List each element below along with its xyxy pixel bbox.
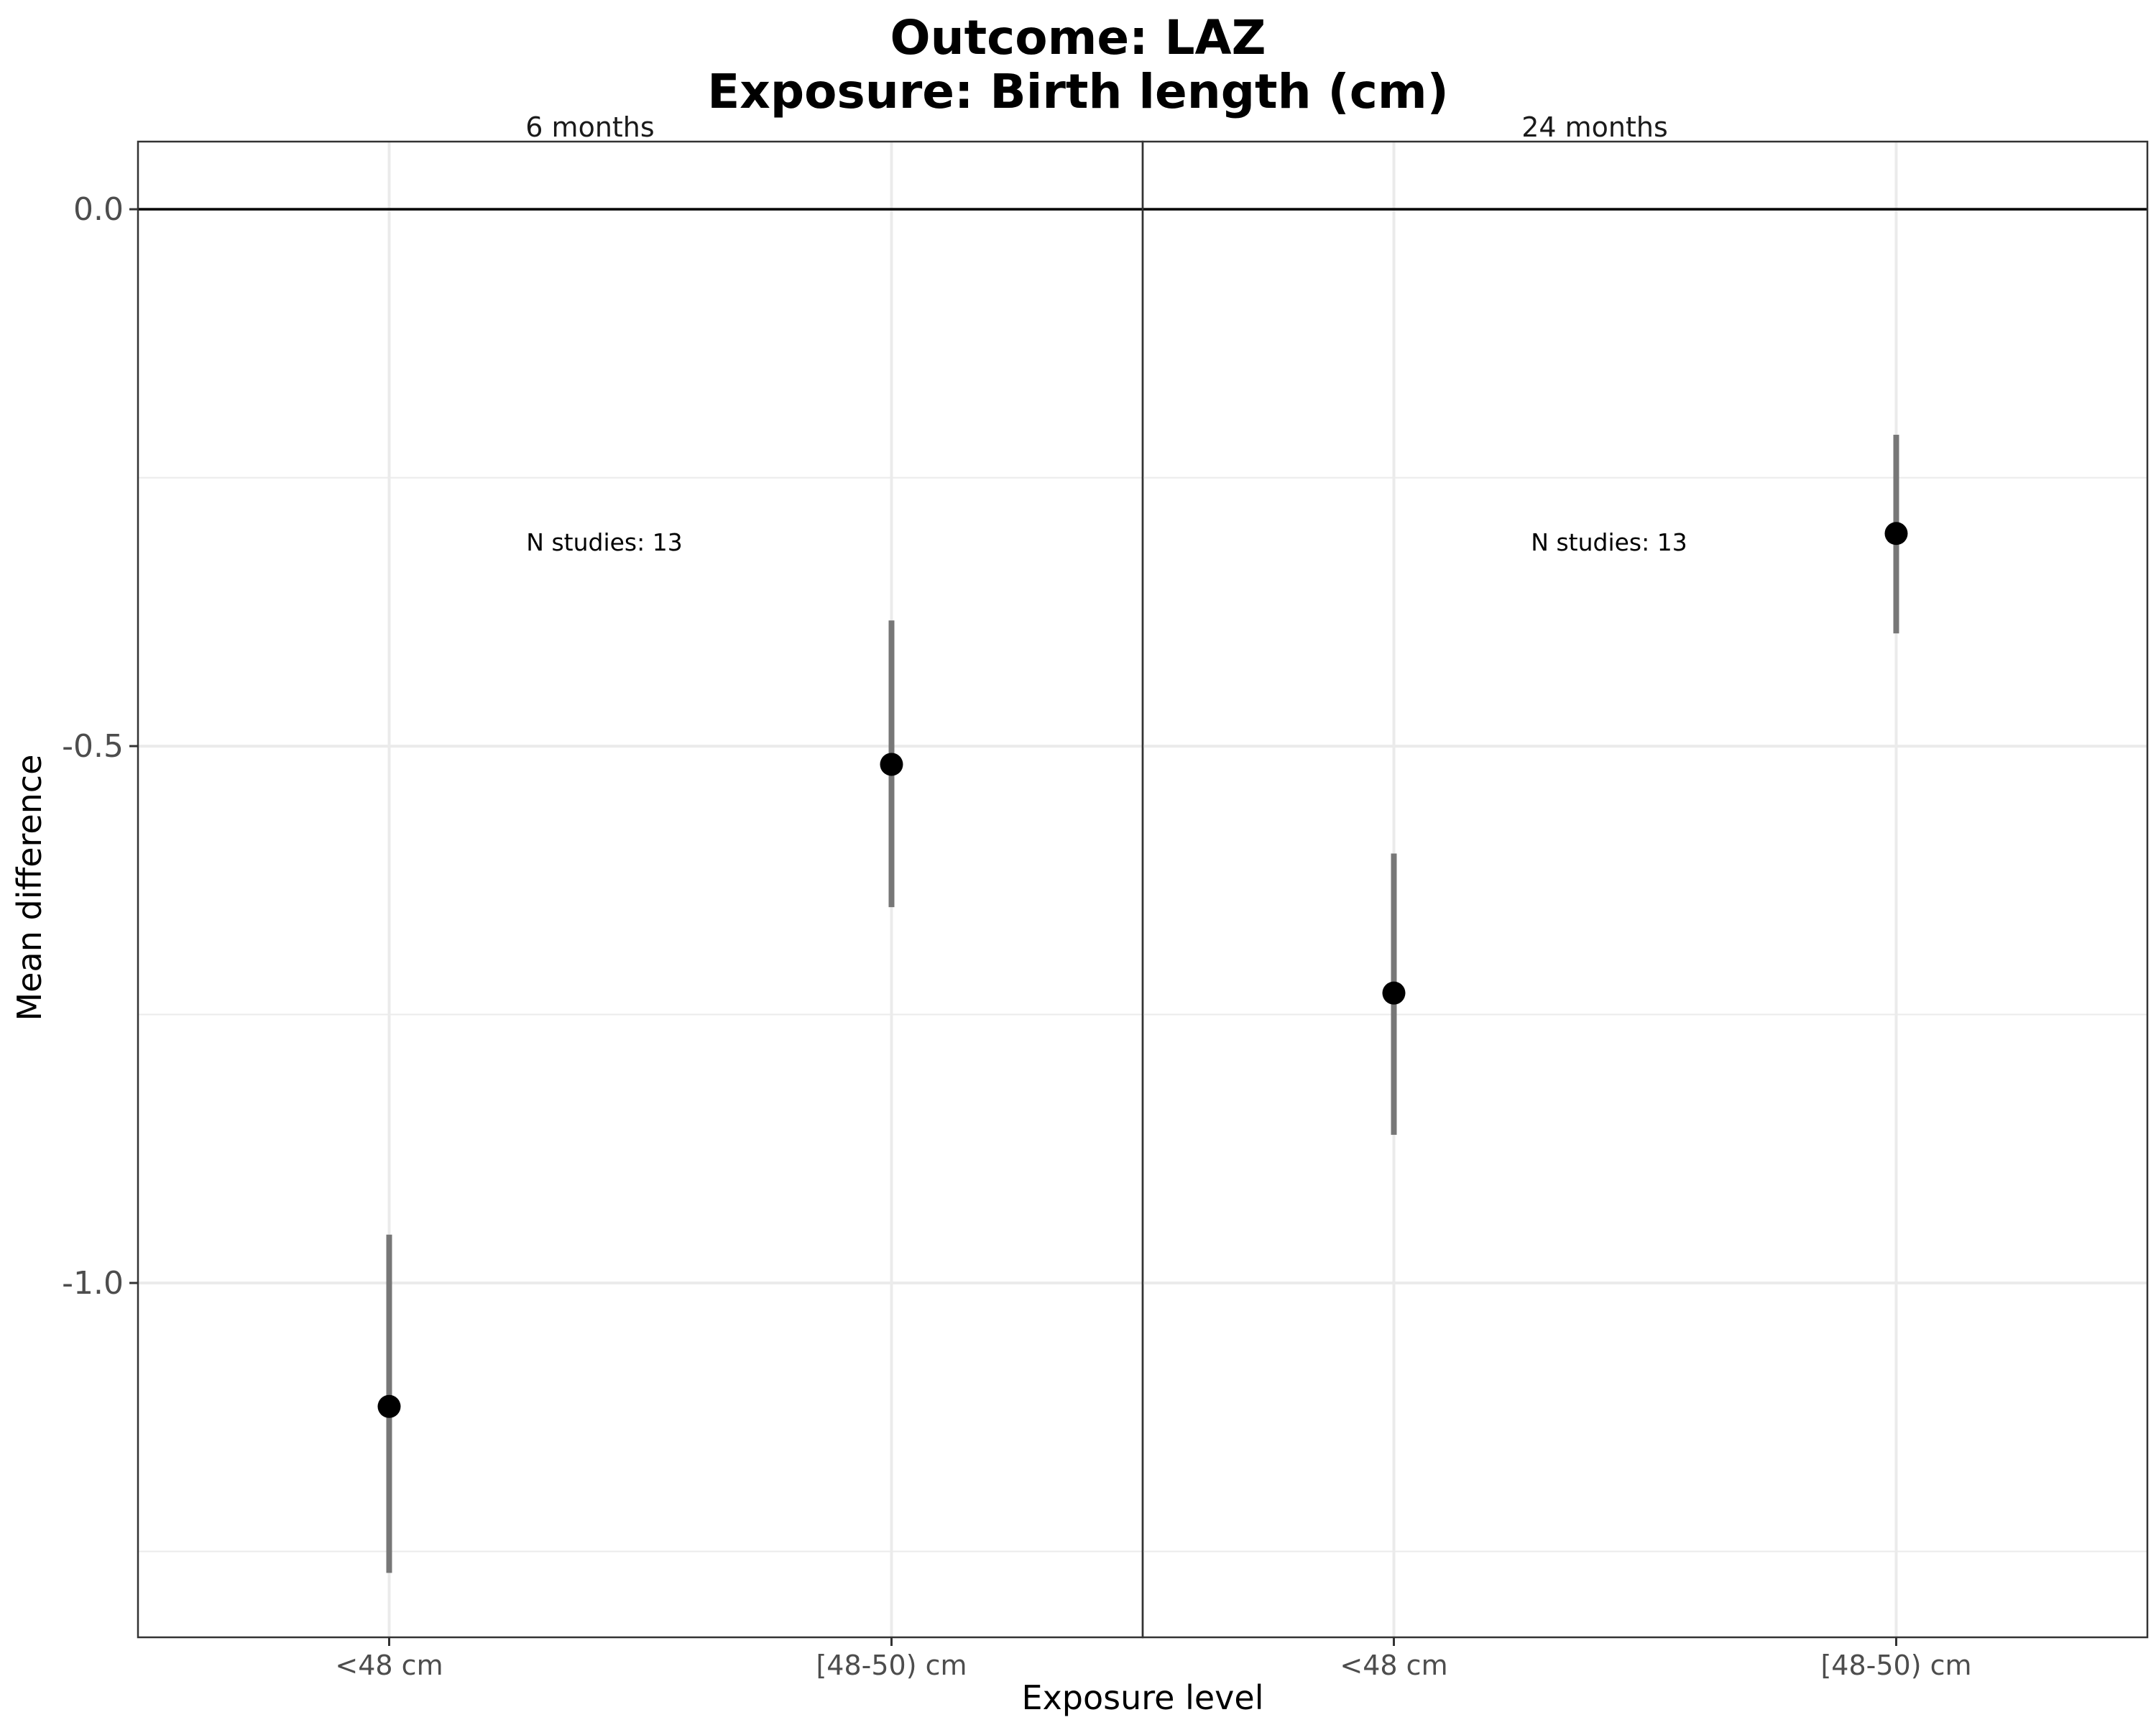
- point-estimate: [1884, 522, 1908, 546]
- panel-strip-label: 24 months: [1521, 111, 1668, 143]
- point-estimate: [880, 753, 903, 776]
- panel-6-months: 6 months N studies: 13 <48 cm [48-50) cm: [137, 111, 1144, 1681]
- n-studies-annotation: N studies: 13: [526, 528, 682, 556]
- panel-strip-label: 6 months: [525, 111, 654, 143]
- x-tick-label: [48-50) cm: [816, 1650, 967, 1681]
- chart-title-line-2: Exposure: Birth length (cm): [707, 64, 1449, 119]
- y-tick-label: -1.0: [62, 1265, 124, 1302]
- x-tick-label: [48-50) cm: [1820, 1650, 1971, 1681]
- x-tick-label: <48 cm: [335, 1650, 443, 1681]
- point-estimate: [1382, 981, 1406, 1005]
- n-studies-annotation: N studies: 13: [1531, 528, 1687, 556]
- y-axis-label: Mean difference: [10, 755, 49, 1021]
- panel-border: [137, 140, 1144, 1639]
- point-estimate: [377, 1394, 401, 1418]
- panel-24-months: 24 months N studies: 13 <48 cm [48-50) cm: [1141, 111, 2149, 1681]
- y-axis: 0.0 -0.5 -1.0: [62, 191, 138, 1302]
- x-tick-label: <48 cm: [1340, 1650, 1447, 1681]
- x-axis-label: Exposure level: [1022, 1678, 1264, 1717]
- y-tick-label: 0.0: [73, 191, 124, 228]
- chart-title-line-1: Outcome: LAZ: [890, 10, 1266, 65]
- y-tick-label: -0.5: [62, 728, 124, 765]
- panel-border: [1141, 140, 2149, 1639]
